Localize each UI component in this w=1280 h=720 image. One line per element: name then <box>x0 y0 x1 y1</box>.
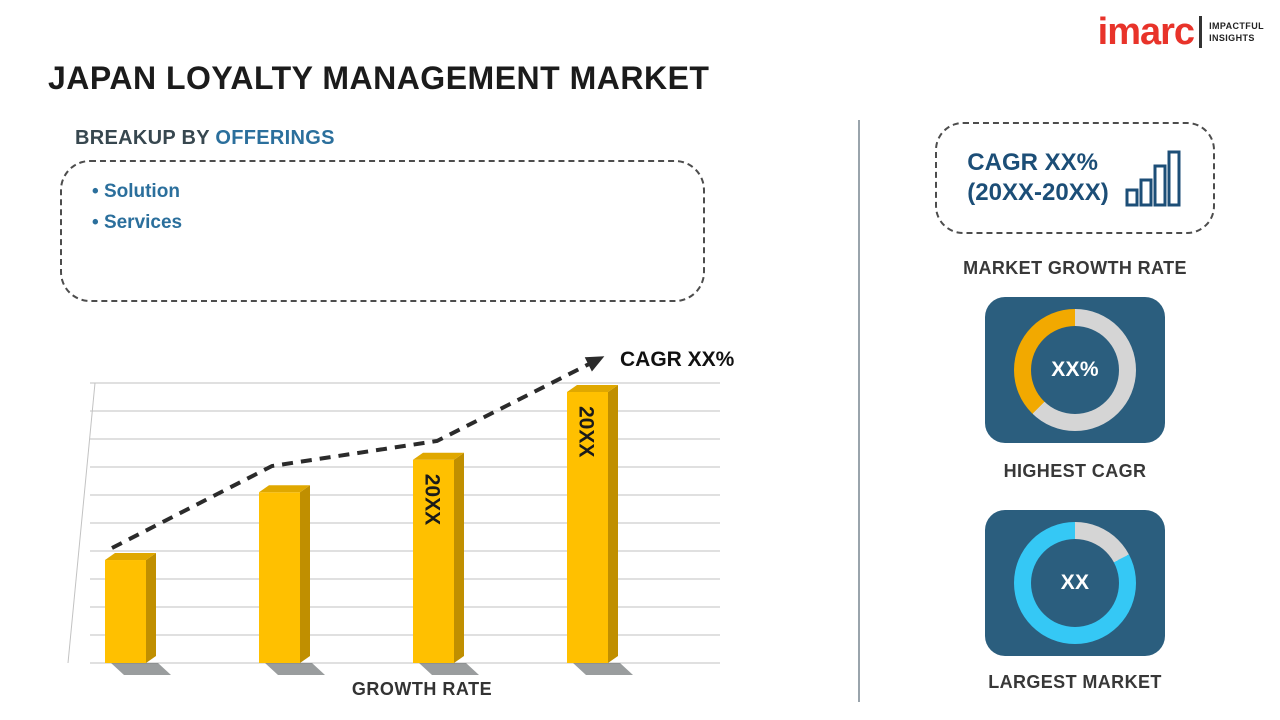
largest-market-label: LARGEST MARKET <box>988 672 1162 692</box>
logo-divider <box>1199 16 1203 48</box>
bar-chart-svg: 20XX 20XX CAGR XX% GROWTH RATE <box>67 348 735 699</box>
logo-tagline: IMPACTFUL INSIGHTS <box>1209 20 1264 44</box>
cagr-box-text: CAGR XX% (20XX-20XX) <box>967 148 1108 208</box>
imarc-logo-text: imarc <box>1097 11 1195 53</box>
breakup-heading-highlight: OFFERINGS <box>215 127 335 149</box>
vertical-divider <box>858 120 860 702</box>
svg-text:GROWTH RATE: GROWTH RATE <box>352 679 492 699</box>
imarc-logo: imarc IMPACTFUL INSIGHTS <box>1098 12 1264 52</box>
highest-cagr-value: XX% <box>1051 358 1099 381</box>
largest-market-value: XX <box>1060 571 1090 594</box>
offerings-list: SolutionServices <box>92 176 703 238</box>
offerings-box: SolutionServices <box>60 160 705 302</box>
largest-market-donut-chart: XX <box>1014 522 1136 644</box>
svg-text:CAGR XX%: CAGR XX% <box>620 348 735 371</box>
breakup-heading: BREAKUP BY OFFERINGS <box>75 127 335 150</box>
breakup-heading-prefix: BREAKUP BY <box>75 127 216 149</box>
sidebar: CAGR XX% (20XX-20XX) MARKET GROWTH RATE … <box>875 118 1275 693</box>
svg-text:20XX: 20XX <box>421 474 444 525</box>
highest-cagr-donut-chart: XX% <box>1014 309 1136 431</box>
largest-market-tile: XX <box>985 510 1165 656</box>
cagr-box: CAGR XX% (20XX-20XX) <box>935 122 1215 234</box>
market-growth-rate-label: MARKET GROWTH RATE <box>963 258 1187 278</box>
cagr-box-line2: (20XX-20XX) <box>967 179 1109 206</box>
highest-cagr-label: HIGHEST CAGR <box>1003 461 1147 481</box>
offering-item: Solution <box>92 176 703 207</box>
highest-cagr-tile: XX% <box>985 297 1165 443</box>
page-title: JAPAN LOYALTY MANAGEMENT MARKET <box>48 60 710 96</box>
offering-item: Services <box>92 207 703 238</box>
logo-tagline-line1: IMPACTFUL <box>1209 21 1264 31</box>
logo-tagline-line2: INSIGHTS <box>1209 33 1255 43</box>
growth-bars-icon <box>1125 150 1181 207</box>
growth-rate-chart: 20XX 20XX CAGR XX% GROWTH RATE <box>48 335 768 703</box>
svg-text:20XX: 20XX <box>575 406 598 457</box>
cagr-box-line1: CAGR XX% <box>967 149 1098 176</box>
